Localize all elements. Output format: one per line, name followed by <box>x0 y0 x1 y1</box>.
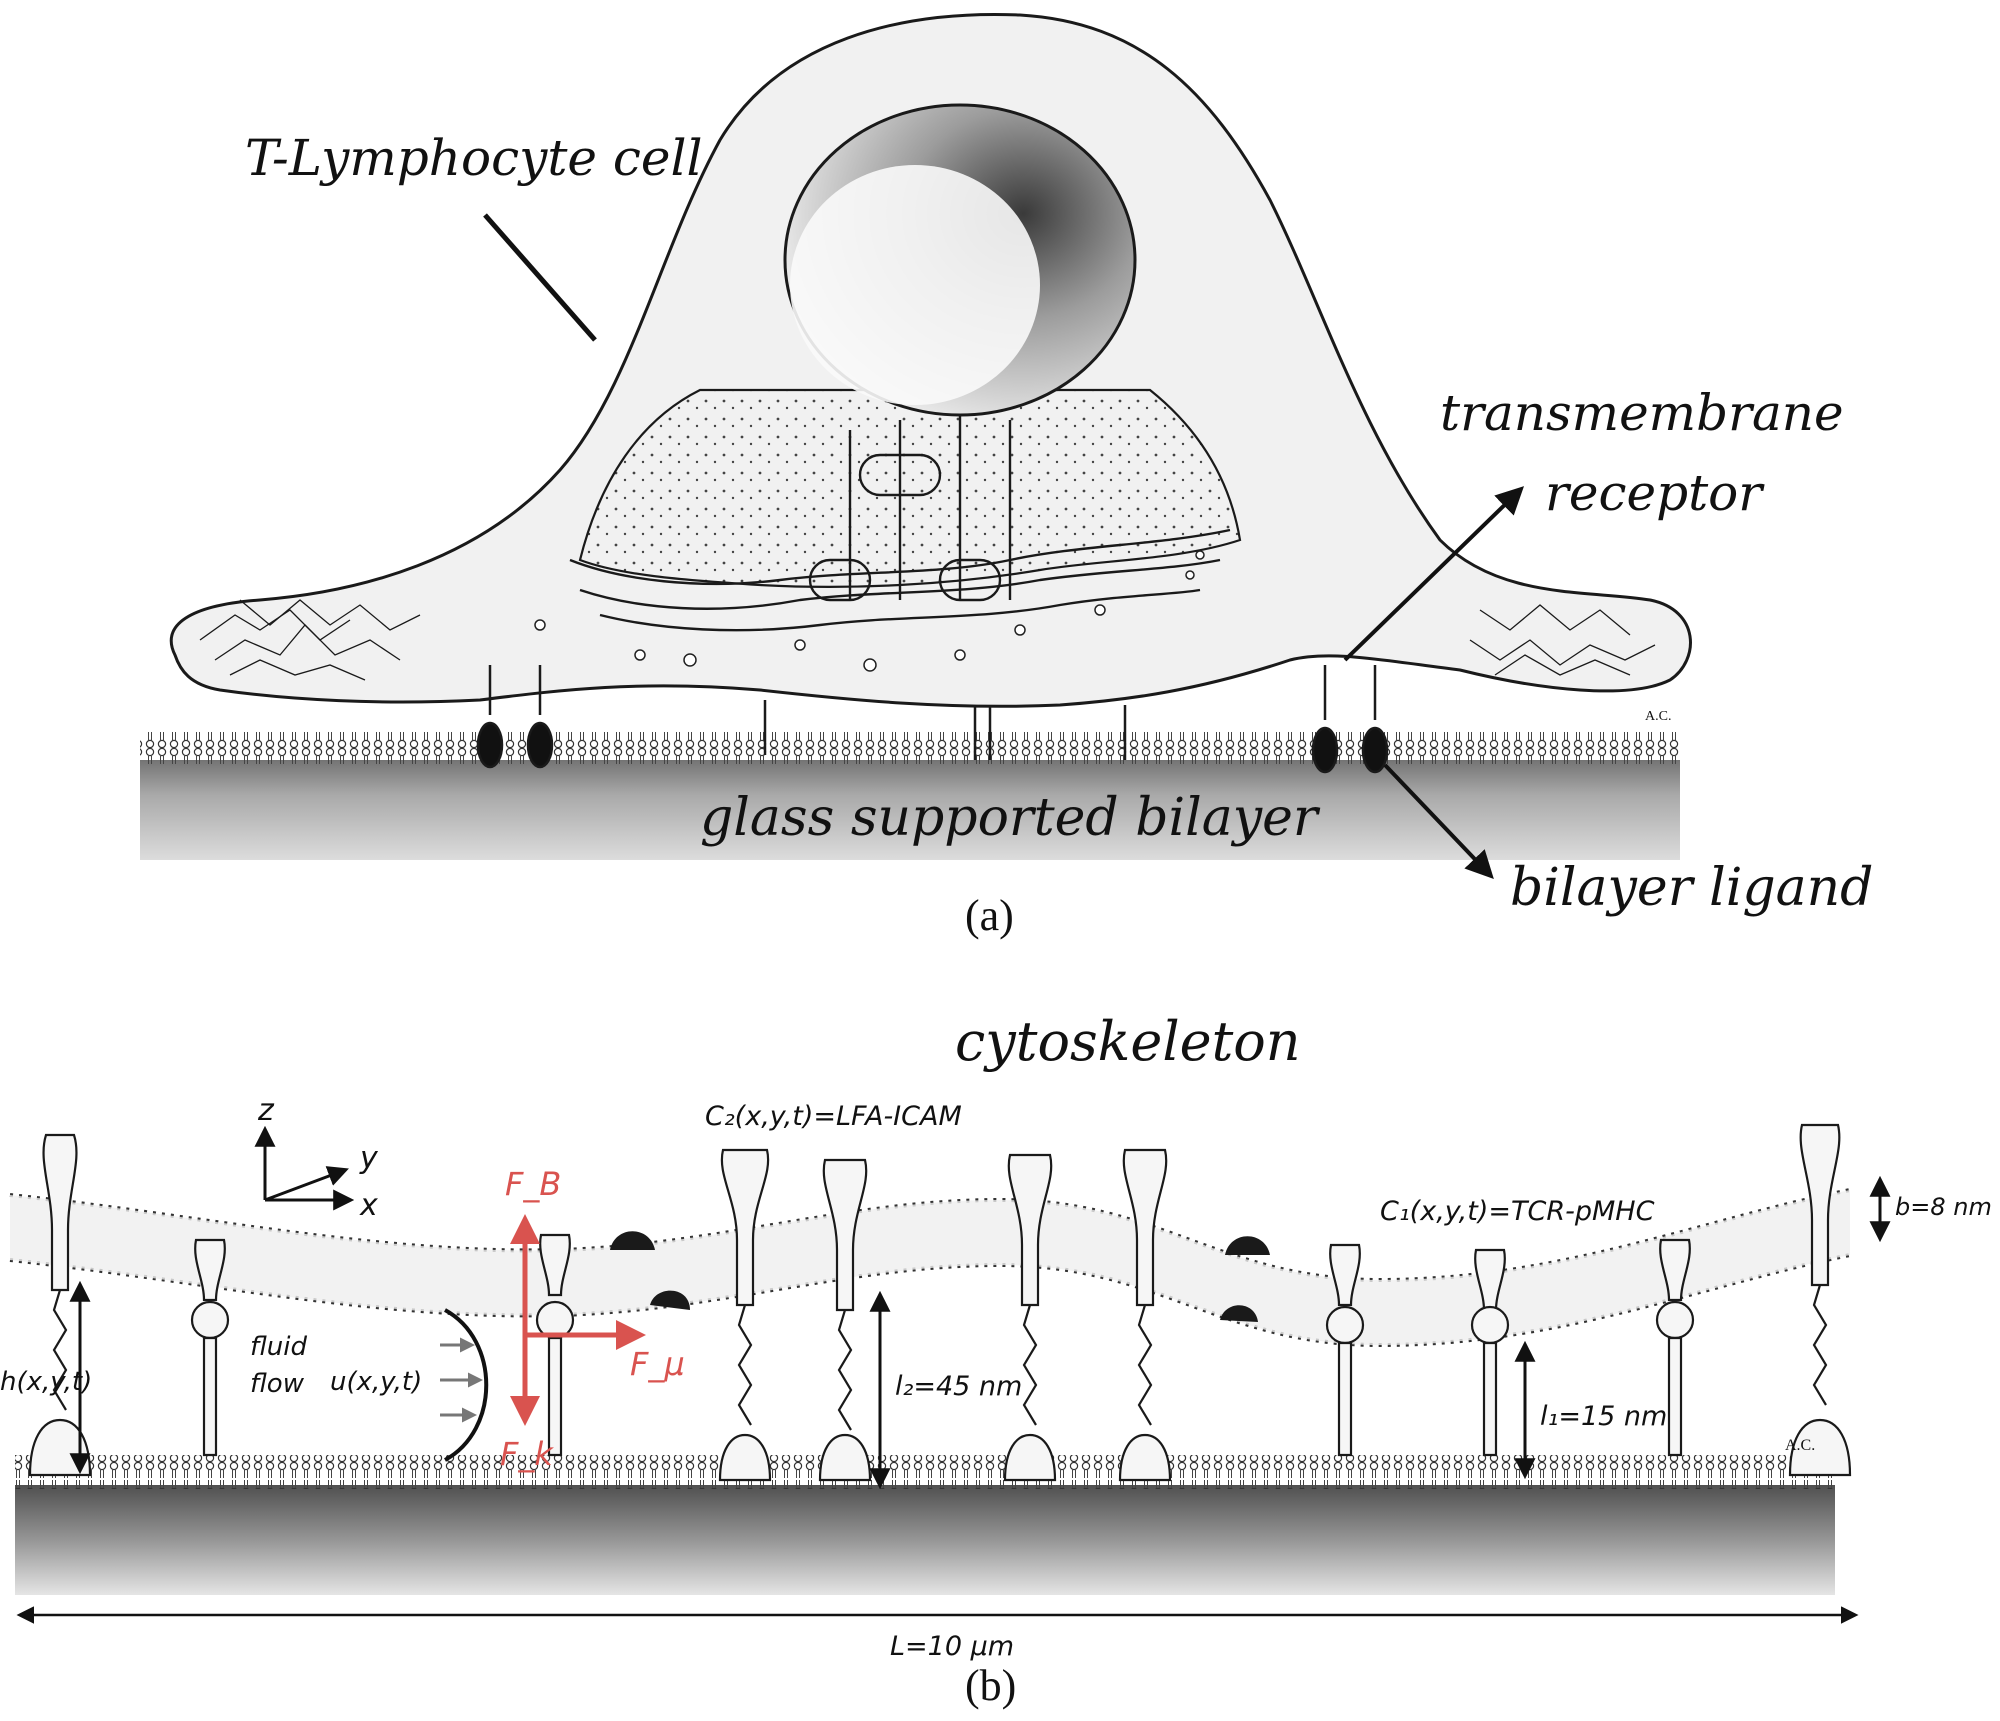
flow-profile-curve <box>444 1308 489 1462</box>
lower-bilayer-b <box>15 1455 1835 1489</box>
nucleus-highlight <box>790 165 1040 405</box>
cell-pointer-line <box>483 213 597 342</box>
label-force-k: F_k <box>500 1435 554 1473</box>
label-cytoskeleton: cytoskeleton <box>955 1010 1301 1073</box>
label-l1: l₁=15 nm <box>1540 1401 1667 1432</box>
panel-b: cytoskeleton z y x C₂(x,y,t)=LFA-ICAM C₁… <box>0 1010 1992 1710</box>
label-flow: flow <box>250 1369 305 1399</box>
glass-support-b <box>15 1485 1835 1595</box>
axis-label-x: x <box>359 1188 378 1223</box>
label-b: b=8 nm <box>1895 1193 1992 1221</box>
signature-b: A.C. <box>1785 1437 1815 1454</box>
cisternae <box>569 410 1231 632</box>
membrane-proteins-dark <box>610 1231 1270 1322</box>
actin-network-right <box>1469 604 1656 676</box>
label-glass-supported-bilayer: glass supported bilayer <box>700 788 1321 848</box>
actin-network-left <box>199 599 421 681</box>
force-vectors <box>510 1214 646 1426</box>
axis-label-z: z <box>257 1093 275 1128</box>
label-c1: C₁(x,y,t)=TCR-pMHC <box>1380 1196 1655 1227</box>
axis-label-y: y <box>359 1141 379 1176</box>
label-transmembrane: transmembrane <box>1440 384 1844 442</box>
label-h: h(x,y,t) <box>0 1367 92 1397</box>
label-u: u(x,y,t) <box>330 1367 422 1397</box>
label-bilayer-ligand: bilayer ligand <box>1510 858 1873 918</box>
endoplasmic-reticulum <box>578 388 1242 588</box>
receptor-ligand-pairs-a <box>476 665 1389 774</box>
coordinate-axes <box>254 1125 355 1211</box>
panel-a: T-Lymphocyte cell transmembrane receptor… <box>140 13 1873 940</box>
vesicles <box>534 550 1205 672</box>
label-length: L=10 μm <box>890 1631 1014 1662</box>
signature-a: A.C. <box>1645 709 1671 724</box>
label-l2: l₂=45 nm <box>895 1371 1022 1402</box>
label-receptor: receptor <box>1545 464 1765 522</box>
label-c2: C₂(x,y,t)=LFA-ICAM <box>705 1101 962 1132</box>
ligand-arrow <box>1383 763 1494 880</box>
supported-bilayer-a <box>140 730 1680 764</box>
label-fluid: fluid <box>250 1332 307 1362</box>
membrane-fill-b <box>10 1190 1850 1345</box>
flow-arrows <box>440 1337 483 1423</box>
receptor-arrow <box>1343 486 1525 662</box>
caption-a: (a) <box>965 891 1014 940</box>
tcr-pmhc-complexes <box>190 1233 1695 1457</box>
caption-b: (b) <box>965 1661 1016 1710</box>
label-force-b: F_B <box>505 1165 561 1203</box>
glass-support-a <box>140 760 1680 860</box>
label-t-lymphocyte-cell: T-Lymphocyte cell <box>245 129 703 187</box>
label-force-mu: F_μ <box>630 1345 685 1383</box>
